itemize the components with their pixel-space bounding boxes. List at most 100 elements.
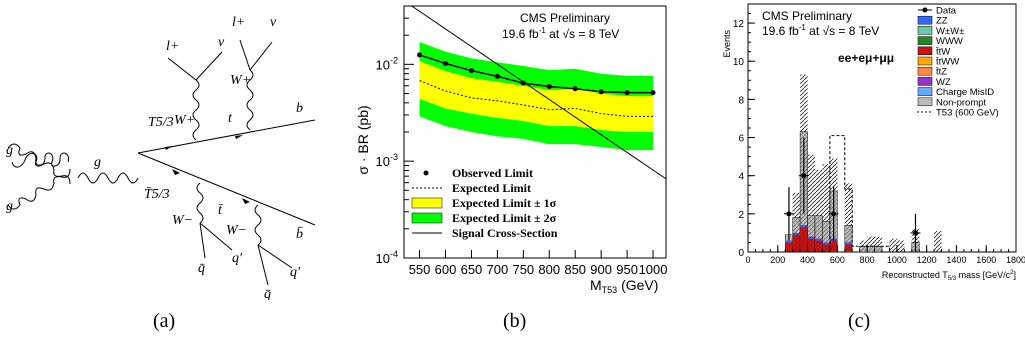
legend-1sigma: Expected Limit ± 1σ [452, 196, 557, 210]
xtick-label: 1000 [887, 255, 907, 265]
band-1sigma [419, 61, 654, 132]
plot-c-channel: ee+eμ+μμ [838, 51, 894, 65]
xtick-label: 950 [616, 262, 638, 277]
xtick-label: 1200 [917, 255, 937, 265]
xtick-label: 700 [487, 262, 509, 277]
xtick-label: 750 [512, 262, 534, 277]
zz-bar [785, 240, 793, 243]
gluon-top [24, 152, 70, 167]
observed-line [419, 54, 654, 94]
signal-line [411, 5, 667, 180]
xtick-label: 400 [800, 255, 815, 265]
data-point [801, 173, 807, 179]
observed-point [494, 73, 500, 79]
observed-point [624, 90, 630, 96]
legend-observed: Observed Limit [452, 166, 533, 180]
observed-point [468, 68, 474, 74]
observed-point [443, 60, 449, 66]
label-W-minus-2: W− [226, 223, 247, 238]
label-g-lower: g [6, 199, 13, 214]
caption-b: (b) [503, 310, 527, 332]
plot-c-ylabel: Events [722, 30, 732, 58]
ytick-label: 10 [733, 57, 745, 68]
label-qprime-2: q′ [290, 265, 301, 280]
xtick-label: 1400 [946, 255, 966, 265]
data-point [831, 211, 837, 217]
label-l-plus-1: l+ [166, 39, 179, 54]
xtick-label: 550 [409, 262, 431, 277]
legend-entry: t̄tZ [935, 67, 947, 78]
label-qbar-2: q̄ [264, 287, 271, 300]
label-t: t [228, 111, 233, 126]
plot-c-xlabel: Reconstructed T5/3 mass [GeV/c2] [882, 270, 1016, 282]
legend-entry: T53 (600 GeV) [936, 108, 999, 119]
label-tbar: t̄ [218, 203, 224, 218]
legend-2sigma: Expected Limit ± 2σ [452, 211, 557, 225]
xtick-label: 600 [435, 262, 457, 277]
mass-histogram: 0 200 400 600 800 1000 1200 1400 1600 1800 0 2 4 6 8 10… [722, 3, 1025, 282]
legend-signal: Signal Cross-Section [452, 226, 558, 240]
plot-b-header-1: CMS Preliminary [520, 11, 610, 25]
data-point [786, 211, 792, 217]
label-nu-2: ν [270, 15, 277, 30]
label-g-propagator: g [94, 155, 101, 170]
ytick-label: 2 [738, 210, 744, 221]
observed-point [546, 83, 552, 89]
label-l-plus-2: l+ [232, 15, 245, 30]
label-g-upper: g [6, 143, 13, 158]
legend-expected: Expected Limit [452, 181, 531, 195]
caption-c: (c) [848, 310, 871, 332]
xtick-label: 1800 [1006, 255, 1025, 265]
gluon-top-left [11, 159, 26, 168]
xtick-label: 650 [461, 262, 483, 277]
prompt-bar [785, 240, 793, 252]
label-nu-1: ν [218, 35, 225, 50]
plot-b-ylabel: σ · BR (pb) [355, 105, 371, 174]
label-T53bar: T̄5/3 [144, 187, 170, 202]
observed-point [417, 52, 423, 58]
legend-entry: Data [936, 6, 957, 17]
legend-entry: t̄tWW [935, 57, 959, 68]
ytick-label: 10-2 [376, 55, 398, 72]
xtick-label: 900 [590, 262, 612, 277]
label-b: b [296, 101, 303, 116]
limit-plot: 550 600 650 700 750 800 850 900 950 1000 10-2 10-3 1… [355, 5, 668, 295]
caption-a: (a) [153, 310, 176, 332]
observed-point [650, 90, 656, 96]
legend-entry: W±W± [936, 26, 964, 37]
xtick-label: 600 [830, 255, 845, 265]
label-qbar-1: q̄ [198, 261, 205, 276]
ytick-label: 12 [733, 19, 745, 30]
observed-point [598, 89, 604, 95]
ytick-label: 10-4 [376, 249, 398, 266]
gluon-in-lower [7, 168, 71, 210]
legend-entry: t̄tW [935, 46, 950, 57]
expected-line [419, 80, 654, 117]
xtick-label: 800 [860, 255, 875, 265]
label-bbar: b̄ [296, 226, 303, 242]
ytick-label: 6 [738, 134, 744, 145]
label-W-plus-1: W+ [174, 113, 195, 128]
ytick-label: 10-3 [376, 152, 398, 169]
gluon-in-upper [7, 143, 71, 185]
legend-entry: Charge MisID [936, 87, 994, 98]
feynman-diagram: g g g T5/3 T̄5/3 W+ t W+ b l+ ν l+ ν W− … [6, 15, 316, 300]
plot-c-header-1: CMS Preliminary [762, 9, 852, 23]
xtick-label: 850 [564, 262, 586, 277]
observed-point [520, 80, 526, 86]
label-T53: T5/3 [148, 115, 174, 130]
label-qprime-1: q′ [232, 251, 243, 266]
legend-entry: ZZ [936, 16, 948, 27]
xtick-label: 1600 [976, 255, 996, 265]
ytick-label: 4 [738, 172, 744, 183]
gluon-propagator [77, 172, 139, 184]
plot-b-xlabel: MT53 (GeV) [590, 277, 658, 295]
legend-entry: WWW [936, 36, 963, 47]
xtick-label: 200 [770, 255, 785, 265]
xtick-label: 0 [745, 255, 750, 265]
data-point [913, 230, 918, 236]
xtick-label: 800 [538, 262, 560, 277]
xtick-label: 1000 [639, 262, 668, 277]
ytick-label: 8 [738, 95, 744, 106]
label-W-plus-2: W+ [230, 73, 251, 88]
